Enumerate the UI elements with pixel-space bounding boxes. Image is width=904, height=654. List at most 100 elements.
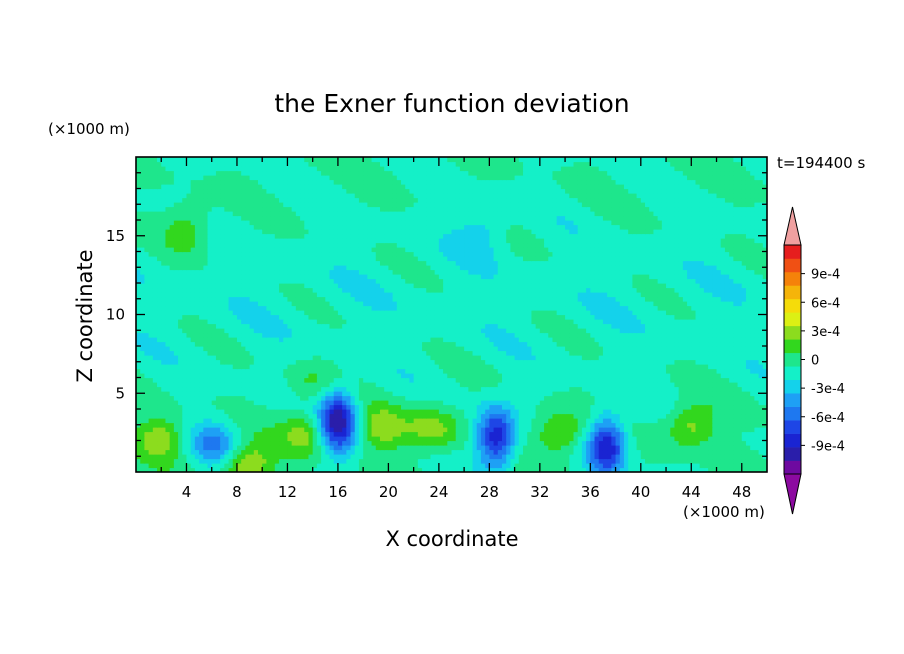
field-cell: [253, 422, 259, 428]
field-cell: [687, 413, 692, 419]
field-cell: [396, 364, 402, 370]
field-cell: [396, 341, 402, 347]
field-cell: [140, 431, 146, 437]
field-cell: [514, 391, 520, 397]
field-cell: [422, 364, 427, 370]
field-cell: [657, 368, 663, 374]
field-cell: [232, 337, 238, 343]
field-cell: [178, 346, 183, 352]
field-cell: [535, 422, 541, 428]
field-cell: [232, 422, 238, 428]
field-cell: [199, 355, 204, 361]
field-cell: [409, 409, 415, 415]
field-cell: [754, 382, 760, 388]
field-cell: [455, 355, 461, 361]
field-cell: [607, 328, 612, 334]
field-cell: [165, 413, 171, 419]
field-cell: [157, 364, 162, 370]
field-cell: [304, 373, 310, 379]
field-cell: [379, 436, 385, 442]
field-cell: [375, 463, 381, 469]
field-cell: [636, 409, 642, 415]
field-cell: [489, 332, 495, 338]
field-cell: [485, 364, 490, 370]
field-cell: [678, 359, 684, 365]
field-cell: [531, 463, 537, 469]
field-cell: [186, 400, 192, 406]
field-cell: [215, 467, 221, 472]
field-cell: [737, 341, 743, 347]
field-cell: [224, 449, 230, 455]
field-cell: [581, 400, 587, 406]
field-cell: [687, 391, 692, 397]
field-cell: [607, 413, 612, 419]
field-cell: [207, 346, 213, 352]
field-cell: [152, 440, 158, 446]
field-cell: [464, 440, 469, 446]
field-cell: [350, 382, 356, 388]
field-cell: [497, 332, 503, 338]
field-cell: [152, 323, 158, 329]
field-cell: [434, 431, 440, 437]
field-cell: [489, 373, 495, 379]
field-cell: [136, 364, 141, 370]
field-cell: [493, 373, 499, 379]
field-cell: [523, 458, 528, 464]
field-cell: [274, 359, 280, 365]
field-cell: [169, 467, 175, 472]
field-cell: [182, 386, 188, 392]
field-cell: [451, 377, 457, 383]
field-cell: [632, 346, 638, 352]
field-cell: [199, 422, 204, 428]
field-cell: [535, 467, 541, 472]
field-cell: [459, 445, 465, 451]
field-cell: [754, 418, 760, 424]
field-cell: [249, 427, 255, 433]
field-cell: [501, 454, 507, 460]
field-cell: [262, 400, 268, 406]
field-cell: [678, 404, 684, 410]
field-cell: [459, 377, 465, 383]
field-cell: [211, 436, 217, 442]
field-cell: [682, 368, 688, 374]
field-cell: [413, 458, 419, 464]
field-cell: [666, 395, 671, 401]
field-cell: [636, 422, 642, 428]
field-cell: [316, 364, 322, 370]
field-cell: [712, 332, 718, 338]
field-cell: [649, 377, 655, 383]
field-cell: [586, 328, 591, 334]
field-cell: [194, 409, 200, 415]
field-cell: [224, 373, 230, 379]
field-cell: [539, 400, 545, 406]
field-cell: [758, 413, 764, 419]
field-cell: [691, 377, 697, 383]
field-cell: [401, 431, 406, 437]
field-cell: [489, 355, 495, 361]
field-cell: [232, 323, 238, 329]
field-cell: [762, 364, 767, 370]
field-cell: [607, 445, 612, 451]
field-cell: [215, 440, 221, 446]
field-cell: [279, 391, 284, 397]
field-cell: [329, 391, 335, 397]
field-cell: [279, 418, 284, 424]
field-cell: [430, 422, 436, 428]
field-cell: [245, 368, 251, 374]
field-cell: [173, 364, 179, 370]
field-cell: [426, 350, 432, 356]
field-cell: [670, 373, 676, 379]
field-cell: [228, 445, 234, 451]
field-cell: [274, 454, 280, 460]
field-cell: [678, 341, 684, 347]
field-cell: [687, 463, 692, 469]
field-cell: [358, 373, 364, 379]
field-cell: [274, 323, 280, 329]
field-cell: [762, 413, 767, 419]
field-cell: [720, 404, 726, 410]
field-cell: [497, 463, 503, 469]
field-cell: [476, 346, 482, 352]
field-cell: [392, 463, 398, 469]
field-cell: [476, 458, 482, 464]
field-cell: [611, 449, 617, 455]
